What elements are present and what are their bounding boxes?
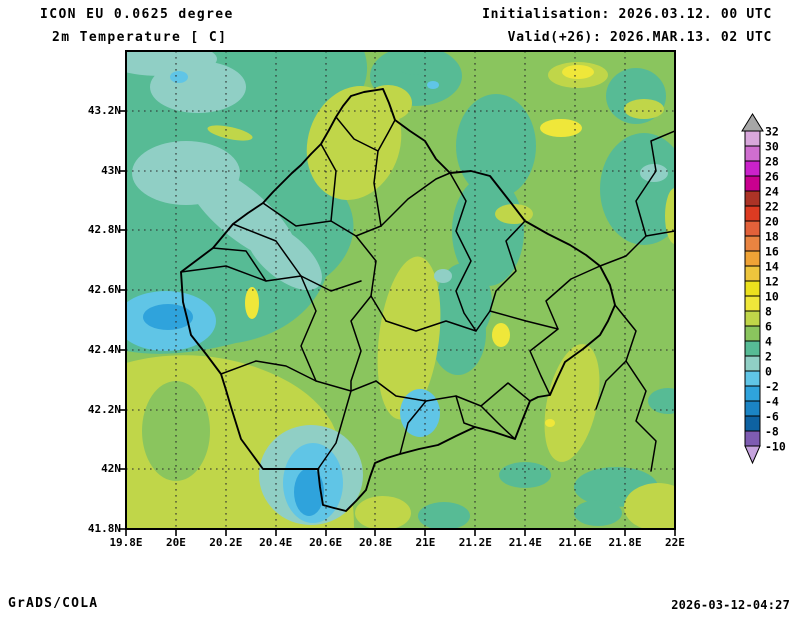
colorbar-tick-label: 4 [765,335,772,349]
colorbar-band [744,430,761,447]
colorbar-band [744,130,761,147]
x-tick-label: 20.4E [259,536,293,549]
colorbar-tick-label: 8 [765,305,772,319]
colorbar-tick-label: -2 [765,380,779,394]
municipality-borders [180,116,675,472]
colorbar-band [744,220,761,237]
colorbar-band [744,280,761,297]
colorbar-tick-label: 26 [765,170,779,184]
valid-time: Valid(+26): 2026.MAR.13. 02 UTC [507,30,772,45]
colorbar-tick-label: 20 [765,215,779,229]
colorbar-band [744,310,761,327]
band-m4-m2 [143,304,324,516]
y-tick-label: 42.8N [87,223,121,237]
variable-title: 2m Temperature [ C] [52,30,228,45]
colorbar-tick-label: -4 [765,395,779,409]
colorbar-tick-label: 32 [765,125,779,139]
x-tick-label: 21.6E [558,536,592,549]
x-tick-label: 20E [165,536,186,549]
y-tick-label: 41.8N [87,522,121,535]
colorbar-band [744,250,761,267]
colorbar-tick-label: -6 [765,410,779,424]
y-tick-label: 43N [101,163,121,177]
x-tick-label: 21E [415,536,436,549]
colorbar-arrow-top [741,113,764,132]
colorbar-tick-label: -10 [765,440,786,454]
colorbar-band [744,160,761,177]
colorbar-tick-label: 2 [765,350,772,364]
colorbar-band [744,235,761,252]
y-tick-label: 42N [101,462,121,476]
colorbar-arrow-bottom [744,445,761,465]
colorbar-tick-label: 10 [765,290,779,304]
x-tick-label: 20.8E [358,536,393,549]
band-0-2 [126,51,668,525]
initialisation-time: Initialisation: 2026.03.12. 00 UTC [482,7,772,22]
x-tick-label: 22E [665,536,685,549]
grads-credit: GrADS/COLA [8,596,99,611]
colorbar-band [744,415,761,432]
creation-timestamp: 2026-03-12-04:27 [671,598,790,612]
x-tick-label: 21.8E [608,536,642,549]
grid-lines [126,51,675,529]
temperature-map [119,50,676,536]
x-tick-label: 20.2E [209,536,243,549]
temperature-field [126,51,675,529]
colorbar-band [744,325,761,342]
colorbar-band [744,145,761,162]
colorbar-tick-label: 12 [765,275,779,289]
colorbar-tick-label: 16 [765,245,779,259]
country-outline [180,88,616,512]
colorbar-band [744,400,761,417]
colorbar-tick-label: 0 [765,365,772,379]
colorbar-band [744,205,761,222]
band-8-10 [245,65,594,427]
x-tick-label: 20.6E [309,536,343,549]
axis-tick-marks [119,110,676,536]
colorbar-band [744,175,761,192]
colorbar-tick-label: 24 [765,185,779,199]
y-tick-label: 42.6N [87,283,121,296]
colorbar-band [744,265,761,282]
y-tick-label: 42.4N [87,342,121,356]
colorbar-band [744,190,761,207]
colorbar-band [744,355,761,372]
colorbar-band [744,370,761,387]
colorbar-tick-label: 30 [765,140,779,154]
admin-boundaries [180,88,675,512]
colorbar-tick-label: 18 [765,230,779,244]
colorbar-tick-label: 6 [765,320,772,334]
y-tick-label: 42.2N [87,402,121,416]
colorbar-band [744,340,761,357]
colorbar-tick-label: 14 [765,260,779,274]
band-4-6-patch [142,381,210,481]
colorbar-band [744,385,761,402]
colorbar-tick-label: -8 [765,425,779,439]
colorbar-band [744,295,761,312]
colorbar-tick-label: 22 [765,200,779,214]
map-panel [119,50,676,536]
colorbar-tick-label: 28 [765,155,779,169]
x-tick-label: 21.4E [508,536,542,549]
x-tick-label: 19.8E [109,536,143,549]
x-tick-label: 21.2E [458,536,492,549]
model-title: ICON EU 0.0625 degree [40,7,234,22]
y-tick-label: 43.2N [87,103,121,117]
